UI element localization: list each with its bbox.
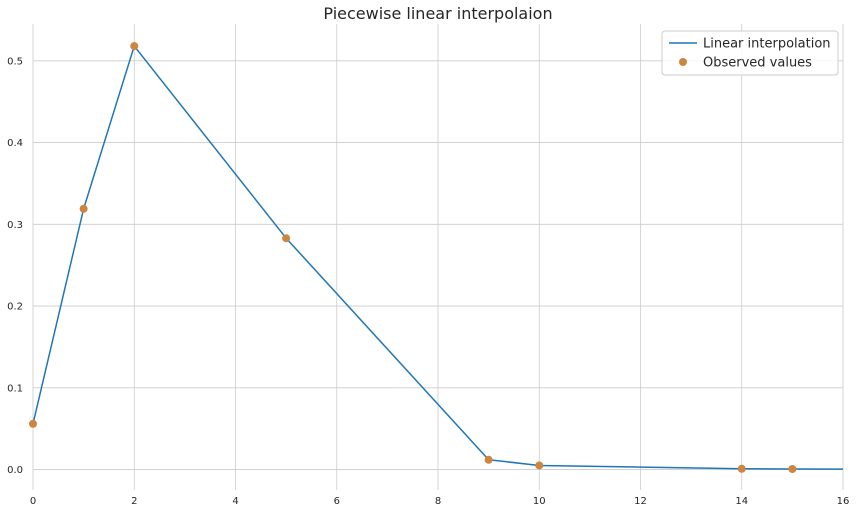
x-tick-label: 8 (435, 496, 441, 507)
legend-label-scatter: Observed values (703, 56, 812, 71)
x-tick-label: 2 (131, 496, 137, 507)
y-tick-label: 0.3 (7, 220, 23, 231)
x-tick-label: 0 (30, 496, 36, 507)
y-tick-label: 0.5 (7, 56, 23, 67)
x-tick-label: 14 (735, 496, 748, 507)
observed-point (29, 419, 37, 428)
y-tick-label: 0.4 (7, 138, 23, 149)
observed-point (282, 234, 291, 243)
observed-point (79, 204, 88, 213)
legend-marker-swatch (679, 58, 687, 66)
chart-title: Piecewise linear interpolaion (323, 4, 552, 23)
grid (32, 24, 844, 490)
observed-point (484, 455, 493, 464)
observed-point (788, 464, 797, 473)
legend: Linear interpolation Observed values (661, 30, 839, 76)
observed-point (737, 464, 746, 473)
legend-frame (661, 30, 839, 76)
y-tick-label: 0.0 (7, 465, 23, 476)
legend-label-line: Linear interpolation (703, 37, 831, 52)
x-tick-label: 10 (533, 496, 546, 507)
tick-labels: 0 2 4 6 8 10 12 14 16 0.0 0.1 0.2 0.3 0.4 0.5 (7, 56, 849, 507)
x-tick-label: 4 (232, 496, 238, 507)
y-tick-label: 0.1 (7, 383, 23, 394)
observed-point (130, 42, 139, 51)
y-tick-label: 0.2 (7, 302, 23, 313)
x-tick-label: 16 (837, 496, 850, 507)
x-tick-label: 6 (334, 496, 340, 507)
x-tick-label: 12 (634, 496, 647, 507)
series (29, 42, 844, 473)
observed-point (535, 461, 544, 470)
